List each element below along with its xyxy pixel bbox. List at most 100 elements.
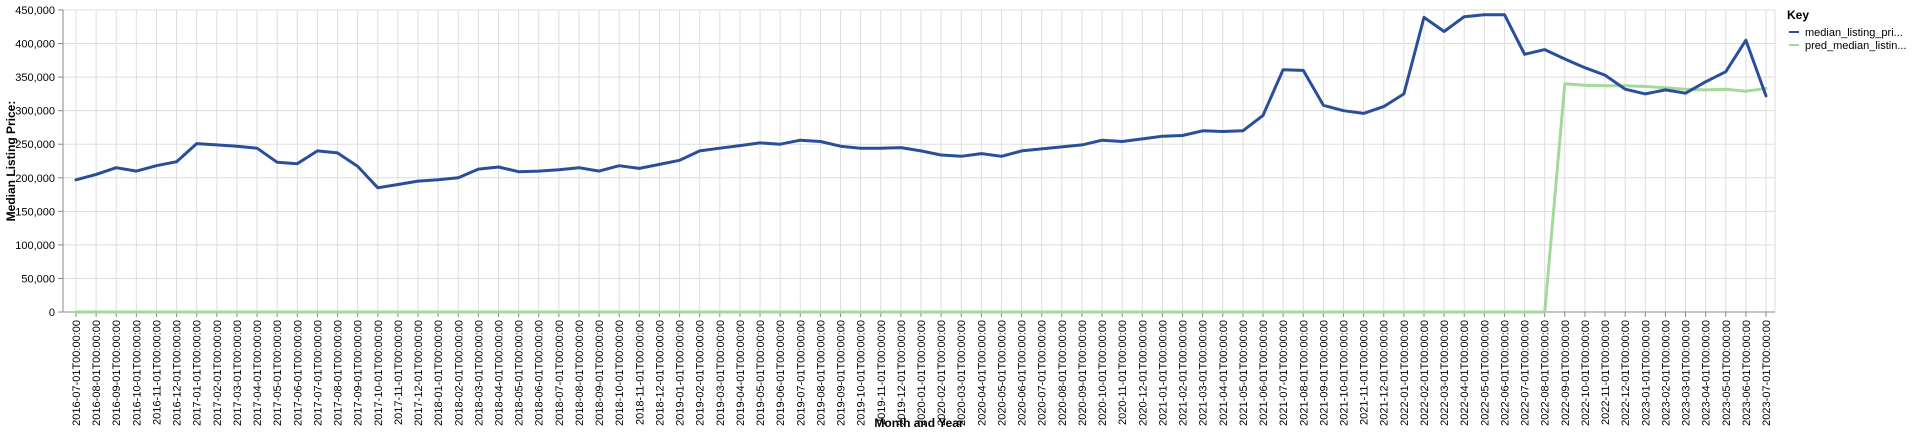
x-tick-label: 2018-05-01T00:00:00: [514, 320, 526, 426]
x-tick-label: 2022-02-01T00:00:00: [1419, 320, 1431, 426]
x-tick-label: 2019-02-01T00:00:00: [695, 320, 707, 426]
y-tick-label: 450,000: [15, 5, 55, 17]
x-tick-label: 2019-07-01T00:00:00: [795, 320, 807, 426]
x-tick-label: 2022-11-01T00:00:00: [1600, 320, 1612, 425]
legend: Key median_listing_pri...pred_median_lis…: [1787, 8, 1907, 52]
y-tick-label: 150,000: [15, 206, 55, 218]
x-tick-label: 2018-01-01T00:00:00: [433, 320, 445, 426]
x-tick-label: 2021-03-01T00:00:00: [1198, 320, 1210, 426]
x-tick-label: 2018-06-01T00:00:00: [534, 320, 546, 426]
x-tick-label: 2021-11-01T00:00:00: [1359, 320, 1371, 425]
x-tick-label: 2017-09-01T00:00:00: [353, 320, 365, 426]
series-layer: [74, 13, 1768, 314]
x-tick-label: 2017-10-01T00:00:00: [373, 320, 385, 426]
x-tick-label: 2019-11-01T00:00:00: [876, 320, 888, 425]
x-tick-label: 2019-01-01T00:00:00: [675, 320, 687, 426]
x-tick-label: 2017-01-01T00:00:00: [192, 320, 204, 426]
x-tick-label: 2022-08-01T00:00:00: [1540, 320, 1552, 426]
x-tick-label: 2017-03-01T00:00:00: [232, 320, 244, 426]
x-tick-label: 2020-01-01T00:00:00: [916, 320, 928, 426]
x-tick-label: 2019-06-01T00:00:00: [775, 320, 787, 426]
x-tick-label: 2023-05-01T00:00:00: [1721, 320, 1733, 426]
x-tick-label: 2020-06-01T00:00:00: [1017, 320, 1029, 426]
x-tick-label: 2017-12-01T00:00:00: [413, 320, 425, 426]
x-tick-label: 2021-05-01T00:00:00: [1238, 320, 1250, 426]
x-tick-label: 2019-08-01T00:00:00: [815, 320, 827, 426]
x-tick-label: 2022-05-01T00:00:00: [1479, 320, 1491, 426]
x-tick-label: 2018-12-01T00:00:00: [654, 320, 666, 426]
y-tick-label: 200,000: [15, 173, 55, 185]
x-tick-label: 2022-06-01T00:00:00: [1499, 320, 1511, 426]
x-tick-label: 2022-03-01T00:00:00: [1439, 320, 1451, 426]
y-tick-label: 100,000: [15, 240, 55, 252]
x-tick-label: 2021-04-01T00:00:00: [1218, 320, 1230, 426]
x-tick-label: 2021-06-01T00:00:00: [1258, 320, 1270, 426]
x-tick-label: 2019-10-01T00:00:00: [856, 320, 868, 426]
x-tick-label: 2021-07-01T00:00:00: [1278, 320, 1290, 426]
x-tick-label: 2018-02-01T00:00:00: [453, 320, 465, 426]
x-tick-label: 2016-07-01T00:00:00: [71, 320, 83, 426]
x-tick-label: 2019-04-01T00:00:00: [735, 320, 747, 426]
x-tick-label: 2019-12-01T00:00:00: [896, 320, 908, 426]
x-tick-label: 2019-03-01T00:00:00: [715, 320, 727, 426]
x-tick-label: 2018-10-01T00:00:00: [614, 320, 626, 426]
x-tick-label: 2023-02-01T00:00:00: [1660, 320, 1672, 426]
x-tick-label: 2023-01-01T00:00:00: [1640, 320, 1652, 426]
x-tick-label: 2023-03-01T00:00:00: [1681, 320, 1693, 426]
x-tick-label: 2020-05-01T00:00:00: [996, 320, 1008, 426]
x-tick-label: 2020-04-01T00:00:00: [976, 320, 988, 426]
x-tick-label: 2018-11-01T00:00:00: [634, 320, 646, 425]
x-tick-label: 2020-02-01T00:00:00: [936, 320, 948, 426]
x-tick-label: 2018-08-01T00:00:00: [574, 320, 586, 426]
series-line-median-listing-price: [74, 13, 1768, 190]
x-tick-label: 2022-01-01T00:00:00: [1399, 320, 1411, 426]
y-tick-label: 350,000: [15, 72, 55, 84]
x-tick-label: 2020-08-01T00:00:00: [1057, 320, 1069, 426]
x-tick-label: 2022-12-01T00:00:00: [1620, 320, 1632, 426]
x-tick-label: 2020-07-01T00:00:00: [1037, 320, 1049, 426]
x-tick-label: 2016-09-01T00:00:00: [111, 320, 123, 426]
x-tick-label: 2020-03-01T00:00:00: [956, 320, 968, 426]
y-axis: 0 50,000 100,000 150,000 200,000 250,000 300,0…: [15, 5, 63, 319]
x-axis-title: Month and Year: [874, 416, 963, 430]
legend-title: Key: [1787, 8, 1809, 22]
y-tick-label: 300,000: [15, 106, 55, 118]
x-tick-label: 2020-12-01T00:00:00: [1137, 320, 1149, 426]
x-tick-label: 2021-08-01T00:00:00: [1298, 320, 1310, 426]
x-tick-label: 2017-05-01T00:00:00: [272, 320, 284, 426]
x-tick-label: 2019-09-01T00:00:00: [836, 320, 848, 426]
y-axis-title: Median Listing Price:: [4, 101, 18, 222]
x-tick-label: 2022-10-01T00:00:00: [1580, 320, 1592, 426]
x-tick-label: 2018-03-01T00:00:00: [473, 320, 485, 426]
x-tick-label: 2021-02-01T00:00:00: [1178, 320, 1190, 426]
x-tick-label: 2019-05-01T00:00:00: [755, 320, 767, 426]
legend-label-median-listing-price: median_listing_pri...: [1805, 27, 1903, 39]
y-tick-label: 50,000: [21, 273, 55, 285]
x-tick-label: 2018-04-01T00:00:00: [494, 320, 506, 426]
x-tick-label: 2016-08-01T00:00:00: [91, 320, 103, 426]
x-axis: 2016-07-01T00:00:00 2016-08-01T00:00:00 20…: [71, 312, 1773, 426]
x-tick-label: 2020-10-01T00:00:00: [1097, 320, 1109, 426]
x-tick-label: 2016-10-01T00:00:00: [131, 320, 143, 426]
x-tick-label: 2020-11-01T00:00:00: [1117, 320, 1129, 425]
x-tick-label: 2020-09-01T00:00:00: [1077, 320, 1089, 426]
x-tick-label: 2021-10-01T00:00:00: [1339, 320, 1351, 426]
x-tick-label: 2021-12-01T00:00:00: [1379, 320, 1391, 426]
plot-frame: [62, 9, 1776, 313]
x-tick-label: 2016-12-01T00:00:00: [172, 320, 184, 426]
x-tick-label: 2023-04-01T00:00:00: [1701, 320, 1713, 426]
x-tick-label: 2016-11-01T00:00:00: [151, 320, 163, 425]
x-tick-label: 2017-04-01T00:00:00: [252, 320, 264, 426]
x-tick-label: 2021-09-01T00:00:00: [1318, 320, 1330, 426]
x-tick-label: 2023-07-01T00:00:00: [1761, 320, 1773, 426]
x-tick-label: 2018-09-01T00:00:00: [594, 320, 606, 426]
x-tick-label: 2017-08-01T00:00:00: [333, 320, 345, 426]
x-tick-label: 2023-06-01T00:00:00: [1741, 320, 1753, 426]
x-tick-label: 2017-07-01T00:00:00: [312, 320, 324, 426]
y-tick-label: 0: [49, 307, 55, 319]
x-tick-label: 2022-04-01T00:00:00: [1459, 320, 1471, 426]
x-tick-label: 2018-07-01T00:00:00: [554, 320, 566, 426]
x-tick-label: 2017-02-01T00:00:00: [212, 320, 224, 426]
x-tick-label: 2022-09-01T00:00:00: [1560, 320, 1572, 426]
